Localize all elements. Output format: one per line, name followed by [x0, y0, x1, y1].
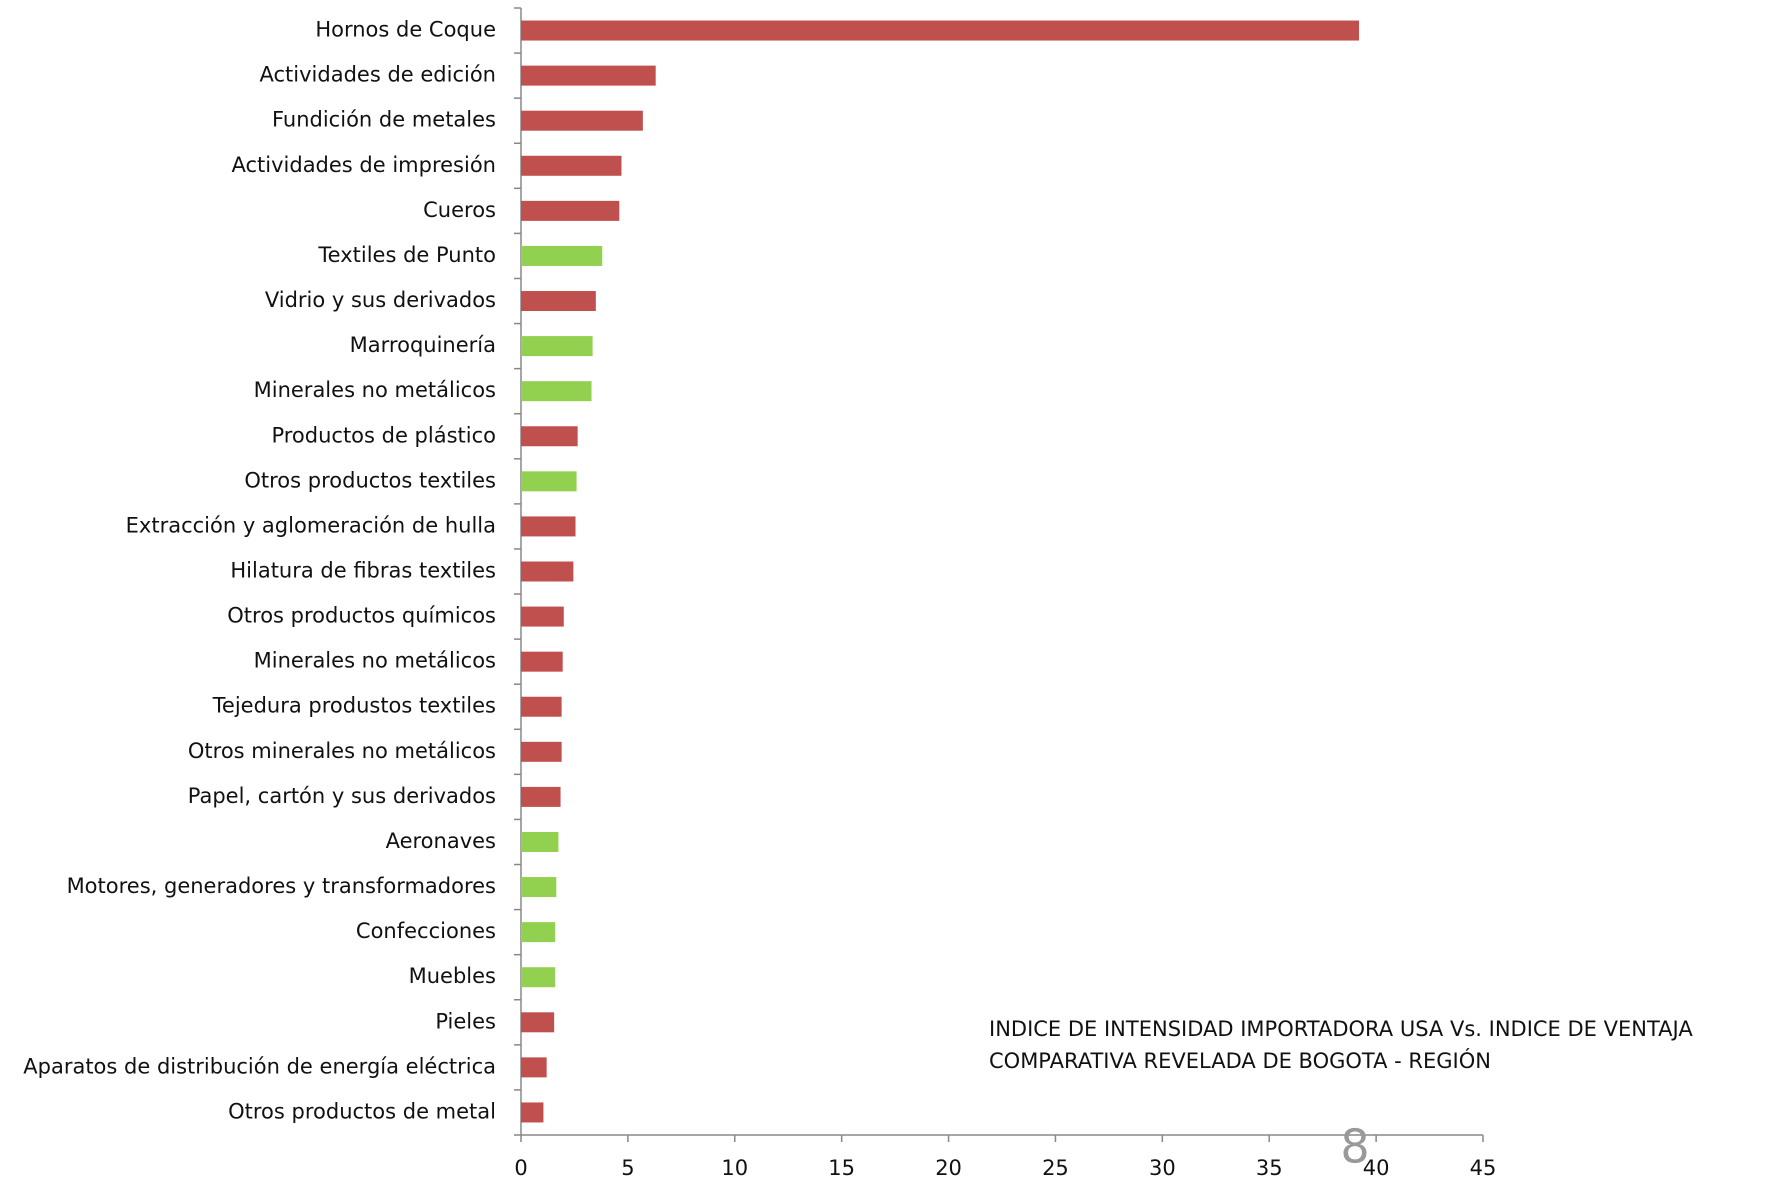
y-tick-label: Muebles — [409, 964, 496, 988]
bar — [521, 1057, 547, 1078]
y-tick-label: Hornos de Coque — [315, 18, 496, 42]
y-tick-label: Marroquinería — [350, 333, 496, 357]
x-tick-label: 20 — [935, 1156, 962, 1179]
x-tick-label: 15 — [828, 1156, 855, 1179]
y-tick-label: Fundición de metales — [272, 108, 496, 132]
x-tick-label: 40 — [1363, 1156, 1390, 1179]
bar — [521, 1012, 555, 1033]
bar — [521, 245, 603, 266]
annotation: COMPARATIVA REVELADA DE BOGOTA - REGIÓN — [989, 1048, 1491, 1073]
y-tick-label: Pieles — [435, 1009, 496, 1033]
x-tick-label: 0 — [514, 1156, 527, 1179]
bar — [521, 967, 556, 988]
bar — [521, 381, 592, 402]
y-tick-label: Aeronaves — [386, 829, 496, 853]
y-tick-label: Otros minerales no metálicos — [188, 739, 496, 763]
bar — [521, 516, 576, 537]
y-tick-label: Hilatura de fibras textiles — [230, 559, 496, 583]
x-tick-label: 10 — [721, 1156, 748, 1179]
bar — [521, 65, 656, 86]
y-tick-label: Otros productos químicos — [227, 604, 496, 628]
y-tick-label: Actividades de impresión — [231, 153, 496, 177]
y-tick-label: Tejedura produstos textiles — [212, 694, 496, 718]
y-tick-label: Motores, generadores y transformadores — [67, 874, 496, 898]
x-tick-label: 25 — [1042, 1156, 1069, 1179]
bar — [521, 1102, 544, 1123]
x-tick-label: 30 — [1149, 1156, 1176, 1179]
y-tick-label: Productos de plástico — [271, 423, 496, 447]
bar — [521, 877, 557, 898]
y-tick-label: Aparatos de distribución de energía eléc… — [23, 1054, 496, 1078]
y-tick-label: Actividades de edición — [260, 63, 497, 87]
bar — [521, 651, 563, 672]
y-tick-label: Cueros — [423, 198, 496, 222]
bar — [521, 426, 578, 447]
bar — [521, 741, 562, 762]
bar — [521, 336, 593, 357]
y-tick-label: Extracción y aglomeración de hulla — [126, 513, 496, 537]
x-tick-label: 35 — [1256, 1156, 1283, 1179]
y-tick-label: Otros productos textiles — [244, 468, 496, 492]
y-tick-label: Minerales no metálicos — [254, 378, 496, 402]
bar — [521, 561, 574, 582]
bar — [521, 20, 1360, 41]
page-number: 8 — [1340, 1120, 1369, 1174]
bar — [521, 606, 564, 627]
x-tick-label: 45 — [1470, 1156, 1497, 1179]
y-tick-label: Textiles de Punto — [317, 243, 496, 267]
bar — [521, 922, 556, 943]
y-tick-label: Vidrio y sus derivados — [265, 288, 496, 312]
y-tick-label: Confecciones — [356, 919, 496, 943]
annotation: INDICE DE INTENSIDAD IMPORTADORA USA Vs.… — [989, 1017, 1693, 1041]
bar — [521, 155, 622, 176]
y-tick-label: Papel, cartón y sus derivados — [188, 784, 496, 808]
bar — [521, 291, 596, 312]
bar — [521, 110, 643, 131]
bar — [521, 471, 577, 492]
x-tick-label: 5 — [621, 1156, 634, 1179]
y-tick-label: Otros productos de metal — [228, 1099, 496, 1123]
bar — [521, 696, 562, 717]
y-tick-label: Minerales no metálicos — [254, 649, 496, 673]
bar — [521, 786, 561, 807]
bar — [521, 200, 620, 221]
bar — [521, 831, 559, 852]
